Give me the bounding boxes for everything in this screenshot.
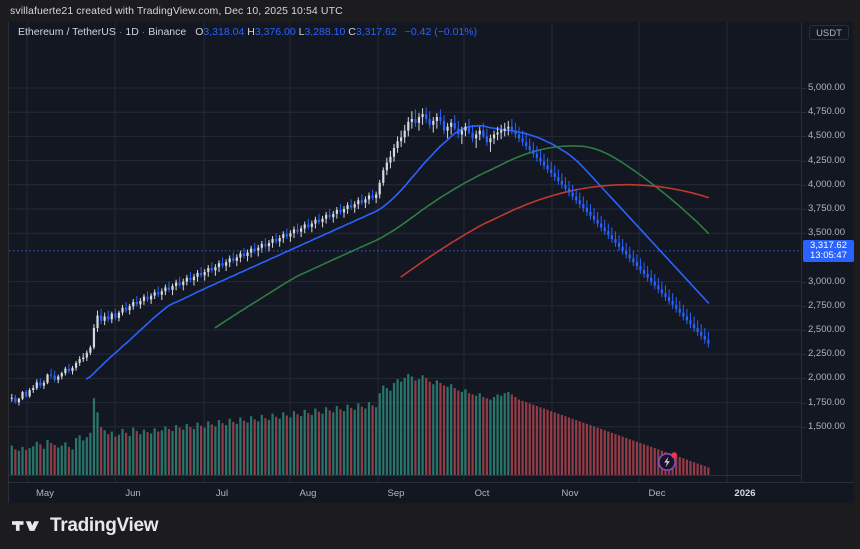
tradingview-wordmark: TradingView	[50, 515, 159, 536]
ohlc-low-value: 3,288.10	[304, 26, 346, 38]
price-tick-2750: 2,750.00	[802, 299, 845, 311]
ohlc-close-key: C	[348, 26, 356, 38]
price-tick-4000: 4,000.00	[802, 178, 845, 190]
time-tick-oct: Oct	[474, 488, 490, 499]
ohlc-close-value: 3,317.62	[355, 26, 397, 38]
ma-slow-line	[400, 183, 710, 278]
time-tick-2026: 2026	[734, 488, 756, 499]
chart-legend[interactable]: Ethereum / TetherUS · 1D · Binance O3,31…	[9, 22, 477, 42]
chart-plot-area[interactable]	[9, 22, 802, 492]
current-price-badge: 3,317.62 13:05:47	[803, 239, 854, 262]
legend-ohlc: O3,318.04 H3,376.00 L3,288.10 C3,317.62	[195, 26, 396, 38]
ohlc-open-key: O	[195, 26, 204, 38]
bar-countdown: 13:05:47	[810, 250, 847, 262]
price-tick-4750: 4,750.00	[802, 106, 845, 118]
ohlc-low-key: L	[298, 26, 305, 38]
legend-symbol[interactable]: Ethereum / TetherUS	[18, 26, 116, 38]
price-tick-4500: 4,500.00	[802, 130, 845, 142]
ma-fast-line	[86, 124, 710, 380]
time-scale[interactable]: May Jun Jul Aug Sep Oct Nov Dec 2026	[9, 482, 854, 503]
time-tick-sep: Sep	[387, 488, 405, 499]
currency-badge[interactable]: USDT	[809, 25, 849, 40]
price-tick-3000: 3,000.00	[802, 275, 845, 287]
time-tick-aug: Aug	[299, 488, 317, 499]
ohlc-high-value: 3,376.00	[254, 26, 296, 38]
price-tick-2500: 2,500.00	[802, 324, 845, 335]
legend-change: −0.42 (−0.01%)	[404, 26, 478, 38]
price-tick-3750: 3,750.00	[802, 203, 845, 214]
price-tick-5000: 5,000.00	[802, 82, 845, 93]
legend-sep-2: ·	[141, 26, 146, 38]
price-tick-4250: 4,250.00	[802, 154, 845, 166]
footer-bar: TradingView	[0, 503, 860, 549]
legend-interval[interactable]: 1D	[125, 26, 139, 38]
price-scale[interactable]: USDT 5,000.00 4,750.00 4,500.00 4,250.00 4,0…	[801, 22, 854, 492]
price-tick-1750: 1,750.00	[802, 396, 845, 408]
ohlc-high-key: H	[247, 26, 255, 38]
attribution-banner: svillafuerte21 created with TradingView.…	[0, 0, 860, 22]
price-tick-3500: 3,500.00	[802, 227, 845, 239]
candlestick-series	[10, 107, 710, 406]
ohlc-open-value: 3,318.04	[203, 26, 245, 38]
time-tick-nov: Nov	[561, 488, 579, 499]
time-tick-may: May	[36, 488, 54, 499]
price-tick-2250: 2,250.00	[802, 348, 845, 360]
tradingview-mark-icon	[12, 521, 39, 531]
price-tick-2000: 2,000.00	[802, 372, 845, 384]
time-tick-jul: Jul	[215, 488, 229, 499]
lightning-alert-icon[interactable]	[657, 450, 679, 472]
time-tick-dec: Dec	[648, 488, 666, 499]
tradingview-logo: TradingView	[12, 515, 159, 537]
legend-sep-1: ·	[118, 26, 123, 38]
chart-canvas	[9, 22, 802, 489]
current-price-value: 3,317.62	[810, 239, 847, 251]
legend-exchange[interactable]: Binance	[148, 26, 187, 38]
price-tick-1500: 1,500.00	[802, 420, 845, 432]
chart-frame: USDT 5,000.00 4,750.00 4,500.00 4,250.00 4,0…	[8, 22, 854, 503]
time-tick-jun: Jun	[125, 488, 141, 499]
ma-mid-line	[214, 145, 710, 329]
